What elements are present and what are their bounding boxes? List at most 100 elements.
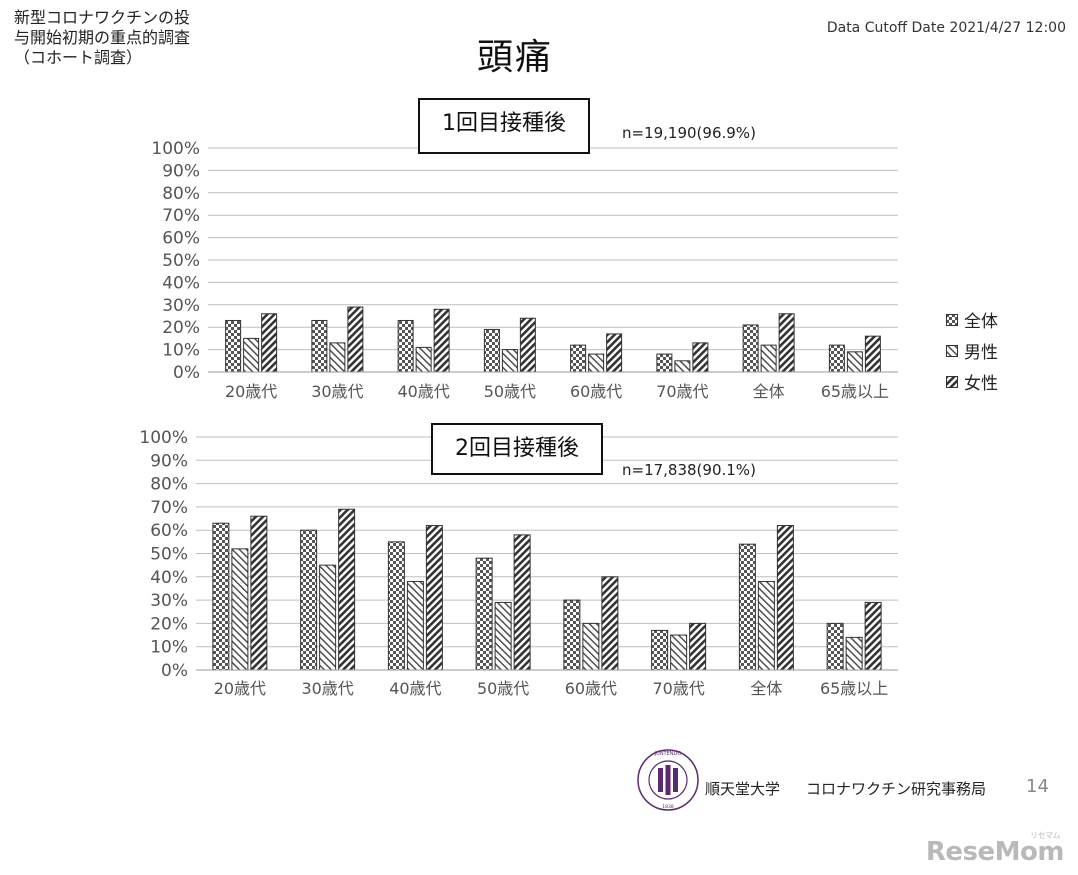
chart-1-bar [483,328,500,373]
chart-2-ytick-label: 10% [150,638,188,658]
footer-office: コロナワクチン研究事務局 [806,780,987,798]
chart-2-ytick-label: 90% [150,451,188,471]
footer-text: 順天堂大学 コロナワクチン研究事務局 [705,778,986,799]
chart-1-bar [433,308,450,373]
chart-1-bar [501,349,518,373]
chart-2-bar [406,580,424,671]
legend-swatch-female [946,375,958,388]
chart-1-bar [397,319,414,373]
legend-label-all: 全体 [964,312,998,332]
chart-2-bar [338,508,356,671]
chart-1-ytick-label: 100% [151,139,200,159]
chart-1-bar [692,342,709,373]
chart-1-bar [828,344,845,373]
chart-1-ytick-label: 70% [162,206,200,226]
watermark-text: ReseMom [925,837,1065,867]
chart-1-sample-size: n=19,190(96.9%) [622,124,756,142]
study-title-line-2: 与開始初期の重点的調査 [14,28,191,47]
chart-1-title: 1回目接種後 [442,111,566,136]
watermark-logo: ReseMom リセマム [925,831,1065,867]
page-number: 14 [1026,776,1049,797]
chart-2-category-label: 50歳代 [477,679,529,698]
data-cutoff-date: Data Cutoff Date 2021/4/27 12:00 [826,20,1066,36]
chart-2-bar [864,601,882,671]
chart-1-category-label: 60歳代 [570,382,622,401]
chart-1-bar [588,353,605,373]
chart-1-bar [519,317,536,373]
chart-1-bar [864,335,881,373]
chart-1-bar [225,319,242,373]
chart-1-ytick-label: 50% [162,251,200,271]
chart-2-bar [513,534,531,671]
chart-2-category-label: 全体 [750,679,782,698]
legend-item-male: 男性 [946,335,998,366]
chart-1-bar [778,313,795,373]
chart-1-ytick-label: 40% [162,273,200,293]
chart-2-bar [494,601,512,671]
chart-1-ytick-label: 80% [162,184,200,204]
chart-1-ytick-label: 20% [162,318,200,338]
chart-2-bar [776,525,794,671]
chart-2-ytick-label: 20% [150,614,188,634]
chart-1-category-label: 30歳代 [311,382,363,401]
chart-2-bar [670,634,688,671]
legend-swatch-all [946,313,958,326]
chart-1-category-label: 全体 [753,382,785,401]
university-seal-logo: JUNTENDO 1838 [637,749,699,811]
chart-2-bar [475,557,493,671]
legend-label-female: 女性 [964,374,998,394]
chart-1-category-label: 65歳以上 [821,382,889,401]
chart-2-bar [563,599,581,671]
footer-university: 順天堂大学 [705,780,781,798]
legend-label-male: 男性 [964,343,998,363]
chart-2-title: 2回目接種後 [455,436,579,461]
chart-2-ytick-label: 40% [150,568,188,588]
chart-2-ytick-label: 60% [150,521,188,541]
chart-1-ytick-label: 10% [162,341,200,361]
chart-1-category-label: 70歳代 [656,382,708,401]
chart-2-bar [425,525,443,671]
chart-1-bar [415,346,432,373]
chart-2-bar [231,548,249,671]
chart-2-ytick-label: 80% [150,475,188,495]
chart-2-bar [738,543,756,671]
chart-1-bar [674,360,691,373]
chart-2-title-box: 2回目接種後 [431,423,603,475]
chart-1-bar [329,342,346,373]
chart-2-category-label: 30歳代 [301,679,353,698]
chart-legend: 全体 男性 女性 [946,304,998,397]
chart-1-bar [742,324,759,373]
study-title-line-1: 新型コロナワクチンの投 [14,8,191,27]
chart-2-ytick-label: 30% [150,591,188,611]
chart-1-bar [261,313,278,373]
page-title: 頭痛 [476,37,553,78]
chart-1-bar [606,333,623,373]
chart-2-bar [651,629,669,671]
chart-2-category-label: 65歳以上 [820,679,888,698]
chart-1-ytick-label: 60% [162,229,200,249]
chart-2-ytick-label: 0% [161,661,188,681]
chart-2-ytick-label: 70% [150,498,188,518]
study-title: 新型コロナワクチンの投 与開始初期の重点的調査 （コホート調査） [14,8,244,68]
chart-2-bar [845,636,863,671]
chart-1-category-label: 40歳代 [397,382,449,401]
chart-2-category-label: 40歳代 [389,679,441,698]
chart-2-bar [319,564,337,671]
chart-1-bar [243,337,260,373]
chart-2-sample-size: n=17,838(90.1%) [622,461,756,479]
chart-1-category-label: 50歳代 [484,382,536,401]
chart-1-bar [311,319,328,373]
chart-2-bar [212,522,230,671]
chart-2-bar [300,529,318,671]
chart-1-bar [760,344,777,373]
chart-2-ytick-label: 100% [139,428,188,448]
chart-1-ytick-label: 30% [162,296,200,316]
chart-2-ytick-label: 50% [150,545,188,565]
legend-item-female: 女性 [946,366,998,397]
svg-text:1838: 1838 [662,804,674,810]
chart-2-category-label: 60歳代 [565,679,617,698]
chart-2-category-label: 70歳代 [652,679,704,698]
chart-1-ytick-label: 0% [173,363,200,383]
chart-1-ytick-label: 90% [162,161,200,181]
chart-2-bar [582,622,600,671]
